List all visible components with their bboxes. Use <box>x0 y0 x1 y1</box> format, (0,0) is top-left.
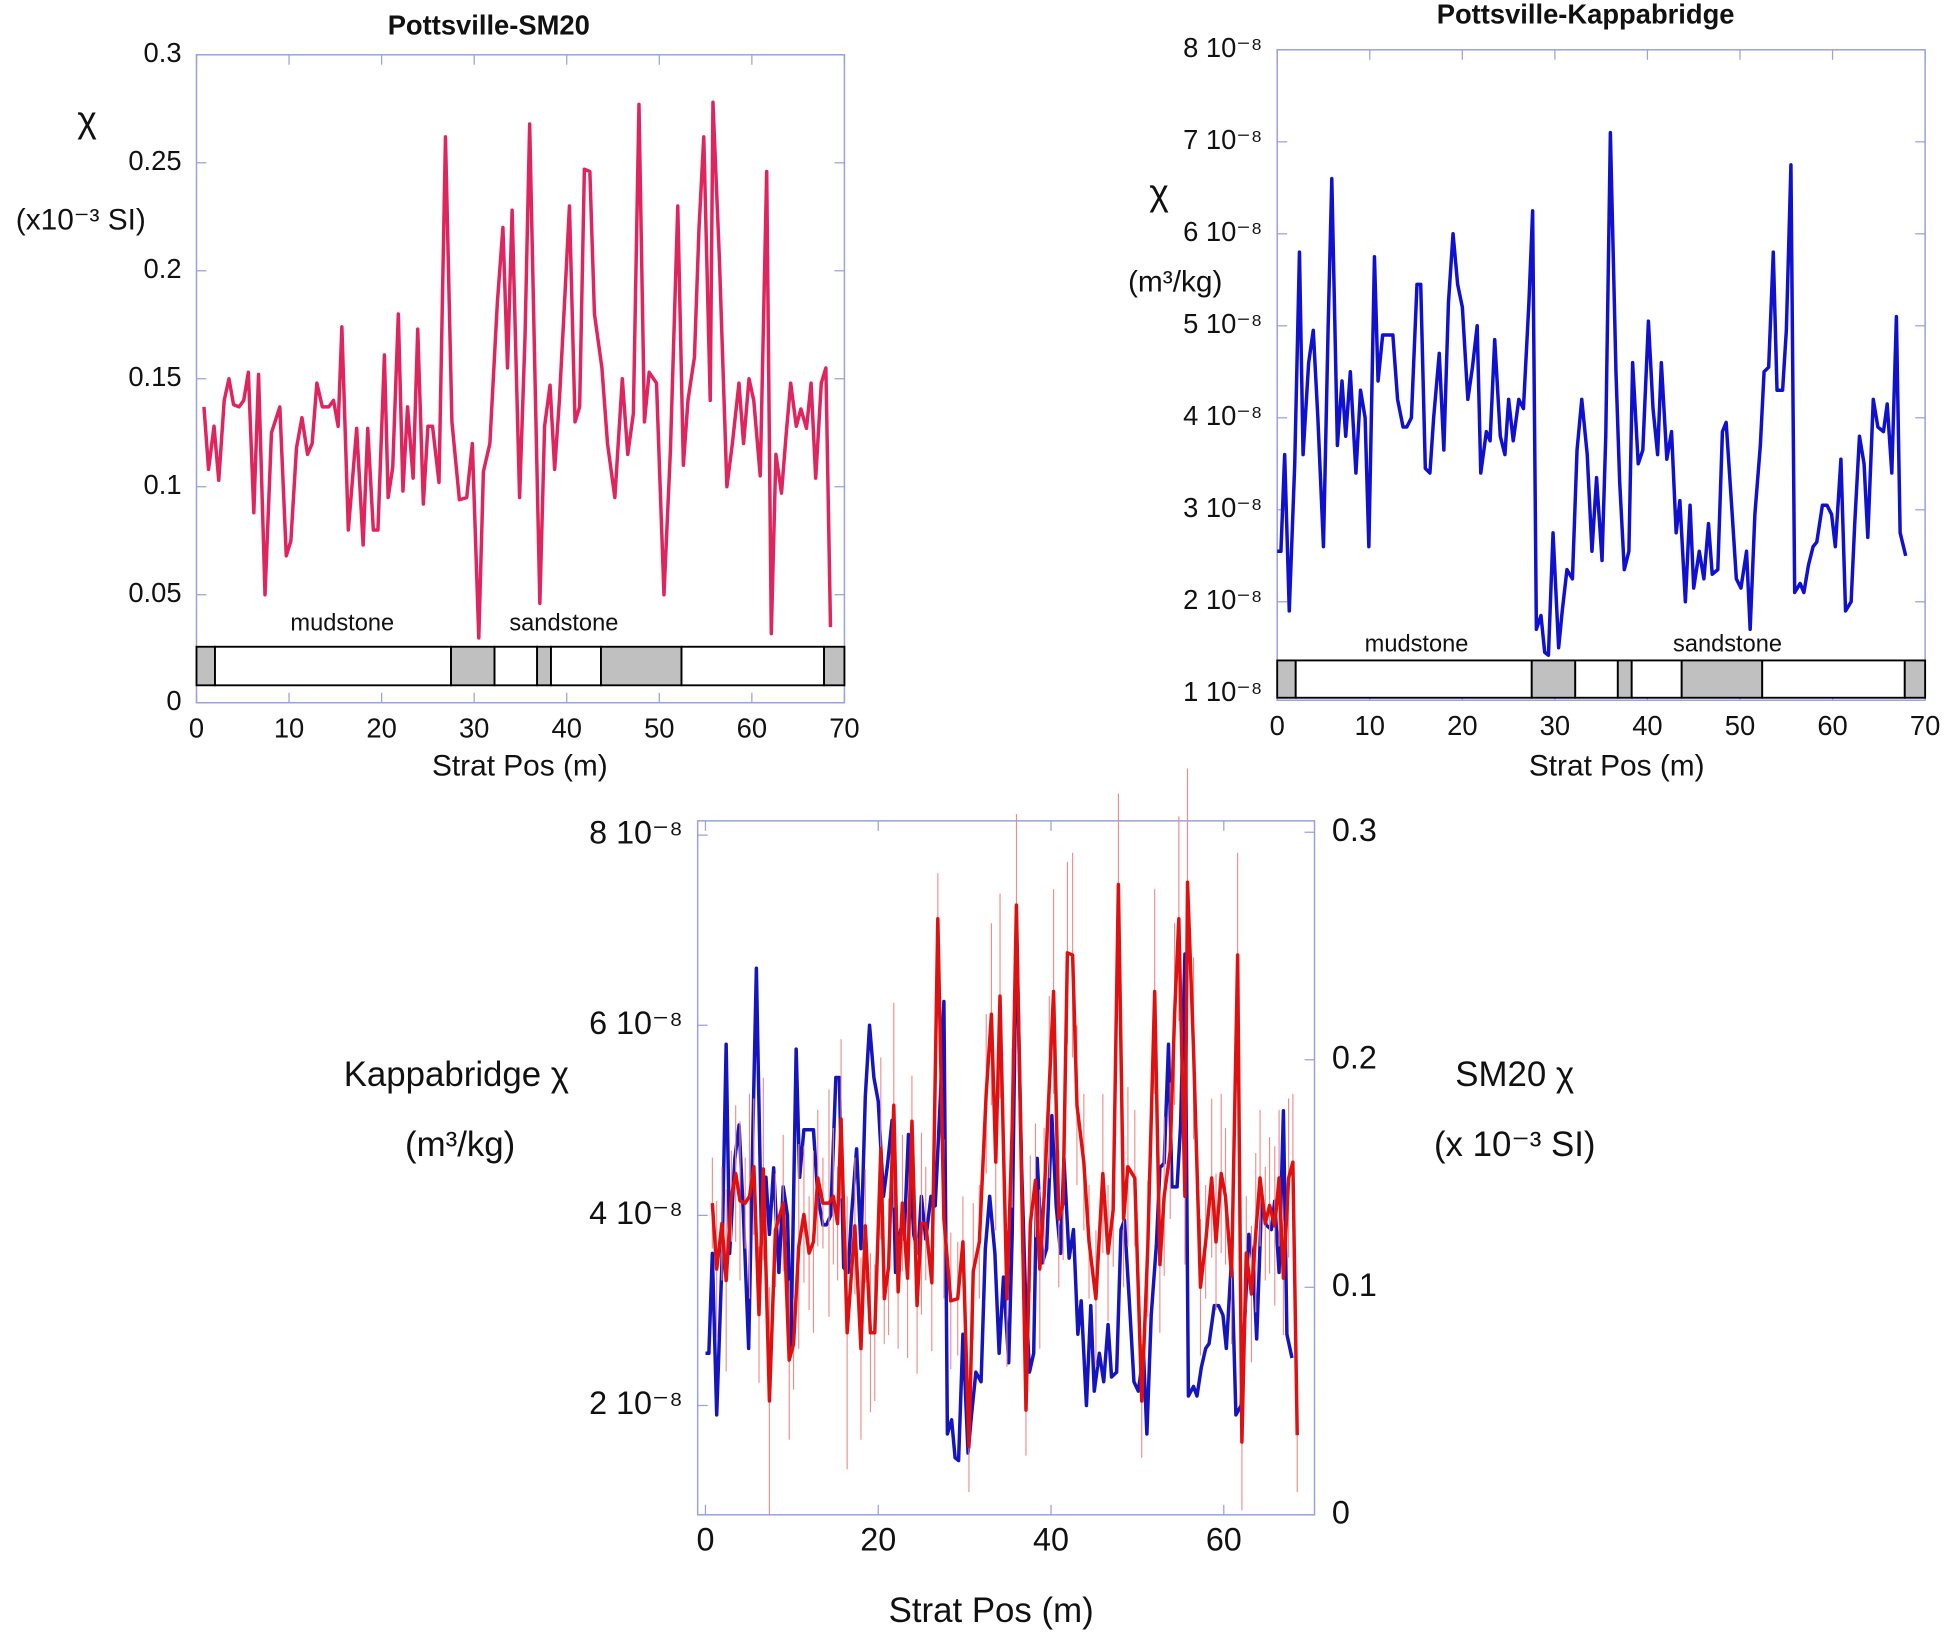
y-tick-label: 4 10⁻⁸ <box>589 1195 683 1231</box>
y-tick-label: 4 10⁻⁸ <box>1183 400 1262 431</box>
y-tick-label: 0.3 <box>144 37 182 68</box>
lithology-unit <box>1903 659 1927 699</box>
x-tick-label: 0 <box>189 712 204 743</box>
y-tick-label: 0 <box>166 685 181 716</box>
x-tick-label: 60 <box>737 712 767 743</box>
plot-frame <box>1276 49 1926 701</box>
lithology-unit <box>823 645 846 687</box>
y-tick-label: 0.2 <box>144 253 182 284</box>
lithology-unit <box>536 645 552 687</box>
y2-tick-label: 0.3 <box>1332 812 1377 848</box>
y-axis-label: (x10⁻³ SI) <box>16 203 146 236</box>
lithology-unit <box>1276 659 1297 699</box>
plot-frame <box>696 820 1316 1516</box>
x-tick-label: 20 <box>1447 710 1477 741</box>
y-tick-label: 0.25 <box>128 145 181 176</box>
x-tick-label: 60 <box>1206 1522 1242 1558</box>
y-axis-label: Kappabridge χ <box>344 1055 569 1094</box>
y-axis-label: χ <box>77 98 97 140</box>
x-axis-label: Strat Pos (m) <box>889 1591 1094 1630</box>
lithology-unit <box>1530 659 1577 699</box>
chart-panel: Pottsville-Kappabridge Strat Pos (m) χ (m³/… <box>1128 0 1940 782</box>
lithology-unit <box>450 645 496 687</box>
x-tick-label: 20 <box>860 1522 896 1558</box>
lithology-unit <box>1294 659 1533 699</box>
y-tick-label: 0.15 <box>128 361 181 392</box>
lithology-label: mudstone <box>290 611 394 637</box>
lithology-unit <box>1630 659 1683 699</box>
y2-tick-label: 0.1 <box>1332 1267 1377 1303</box>
y-tick-label: 8 10⁻⁸ <box>589 815 683 851</box>
lithology-unit <box>1574 659 1619 699</box>
x-axis-label: Strat Pos (m) <box>432 749 608 782</box>
x-tick-label: 50 <box>1725 710 1755 741</box>
y-axis-label: χ <box>1149 171 1169 213</box>
lithology-unit <box>600 645 683 687</box>
lithology-unit <box>550 645 602 687</box>
x-tick-label: 40 <box>552 712 582 743</box>
y-tick-label: 6 10⁻⁸ <box>1183 216 1262 247</box>
y-tick-label: 2 10⁻⁸ <box>589 1385 683 1421</box>
x-tick-label: 70 <box>1910 710 1940 741</box>
x-tick-label: 30 <box>459 712 489 743</box>
lithology-label: sandstone <box>1673 632 1782 658</box>
y2-axis-label: (x 10⁻³ SI) <box>1434 1125 1596 1164</box>
chart-title: Pottsville-Kappabridge <box>1437 0 1735 29</box>
y2-tick-label: 0.2 <box>1332 1039 1377 1075</box>
y-tick-label: 8 10⁻⁸ <box>1183 32 1262 63</box>
data-line <box>202 100 833 640</box>
y-tick-label: 3 10⁻⁸ <box>1183 492 1262 523</box>
x-tick-label: 60 <box>1817 710 1847 741</box>
lithology-unit <box>680 645 825 687</box>
y-tick-label: 6 10⁻⁸ <box>589 1005 683 1041</box>
data-line <box>1277 130 1908 657</box>
x-tick-label: 10 <box>274 712 304 743</box>
lithology-unit <box>214 645 452 687</box>
x-tick-label: 0 <box>696 1522 714 1558</box>
lithology-unit <box>1761 659 1906 699</box>
y2-axis-label: SM20 χ <box>1455 1055 1574 1094</box>
lithology-unit <box>195 645 216 687</box>
plot-frame <box>195 54 846 704</box>
chart-panel: Pottsville-SM20 Strat Pos (m) χ (x10⁻³ SI) 0… <box>16 10 860 783</box>
lithology-label: sandstone <box>509 611 618 637</box>
data-line <box>705 918 1294 1463</box>
y-axis-label: (m³/kg) <box>405 1125 515 1164</box>
x-axis-label: Strat Pos (m) <box>1529 749 1705 782</box>
y-axis-label: (m³/kg) <box>1128 265 1222 298</box>
y2-tick-label: 0 <box>1332 1494 1350 1530</box>
lithology-unit <box>493 645 539 687</box>
lithology-unit <box>1680 659 1764 699</box>
x-tick-label: 30 <box>1540 710 1570 741</box>
y-tick-label: 7 10⁻⁸ <box>1183 124 1262 155</box>
x-tick-label: 10 <box>1355 710 1385 741</box>
x-tick-label: 20 <box>366 712 396 743</box>
x-tick-label: 50 <box>644 712 674 743</box>
data-line <box>710 880 1299 1449</box>
x-tick-label: 40 <box>1632 710 1662 741</box>
chart-title: Pottsville-SM20 <box>388 10 590 41</box>
y-tick-label: 0.05 <box>128 577 181 608</box>
x-tick-label: 40 <box>1033 1522 1069 1558</box>
x-tick-label: 0 <box>1270 710 1285 741</box>
chart-panel: Strat Pos (m) Kappabridge χ (m³/kg) SM20 χ (… <box>344 768 1596 1630</box>
y-tick-label: 2 10⁻⁸ <box>1183 584 1262 615</box>
y-tick-label: 0.1 <box>144 469 182 500</box>
lithology-label: mudstone <box>1365 632 1469 658</box>
x-tick-label: 70 <box>829 712 859 743</box>
lithology-unit <box>1616 659 1633 699</box>
y-tick-label: 1 10⁻⁸ <box>1183 676 1262 707</box>
y-tick-label: 5 10⁻⁸ <box>1183 308 1262 339</box>
